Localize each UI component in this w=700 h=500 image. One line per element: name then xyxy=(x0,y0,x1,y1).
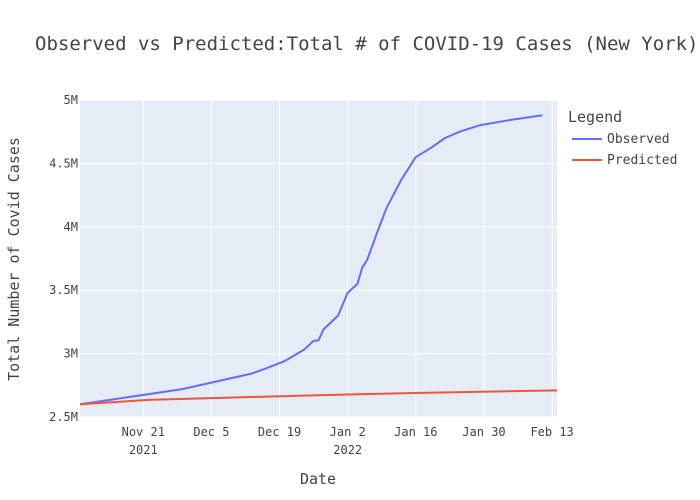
x-tick-label: Dec 5 xyxy=(193,425,229,439)
y-tick-label: 3M xyxy=(64,347,78,361)
chart-title: Observed vs Predicted:Total # of COVID-1… xyxy=(35,33,698,55)
x-tick-label: Jan 2 xyxy=(330,425,366,439)
y-axis-title: Total Number of Covid Cases xyxy=(5,137,23,381)
grid-lines xyxy=(80,99,557,418)
x-tick-year-label: 2021 xyxy=(129,443,158,457)
series-line-predicted xyxy=(79,389,558,406)
x-tick-label: Jan 16 xyxy=(394,425,437,439)
y-tick-label: 4M xyxy=(64,220,78,234)
series-line-observed xyxy=(79,114,543,406)
y-tick-label: 3.5M xyxy=(49,283,78,297)
y-tick-label: 5M xyxy=(64,93,78,107)
legend-label-predicted: Predicted xyxy=(607,153,677,168)
x-tick-label: Jan 30 xyxy=(462,425,505,439)
legend-label-observed: Observed xyxy=(607,132,670,147)
x-axis-title: Date xyxy=(300,470,336,488)
x-axis-ticks: Nov 21 2021 Dec 5 Dec 19 Jan 2 2022 Jan 16 Jan … xyxy=(122,425,574,457)
x-tick-year-label: 2022 xyxy=(333,443,362,457)
legend-title: Legend xyxy=(568,108,622,126)
plot-background xyxy=(80,100,557,417)
y-tick-label: 2.5M xyxy=(49,410,78,424)
legend-item-observed[interactable]: Observed xyxy=(572,132,670,147)
x-tick-label: Nov 21 xyxy=(122,425,165,439)
x-tick-label: Dec 19 xyxy=(258,425,301,439)
legend[interactable]: Legend Observed Predicted xyxy=(568,108,677,168)
legend-item-predicted[interactable]: Predicted xyxy=(572,153,677,168)
y-axis-ticks: 2.5M 3M 3.5M 4M 4.5M 5M xyxy=(49,93,78,424)
x-tick-label: Feb 13 xyxy=(530,425,573,439)
y-tick-label: 4.5M xyxy=(49,156,78,170)
series-lines xyxy=(79,114,558,406)
